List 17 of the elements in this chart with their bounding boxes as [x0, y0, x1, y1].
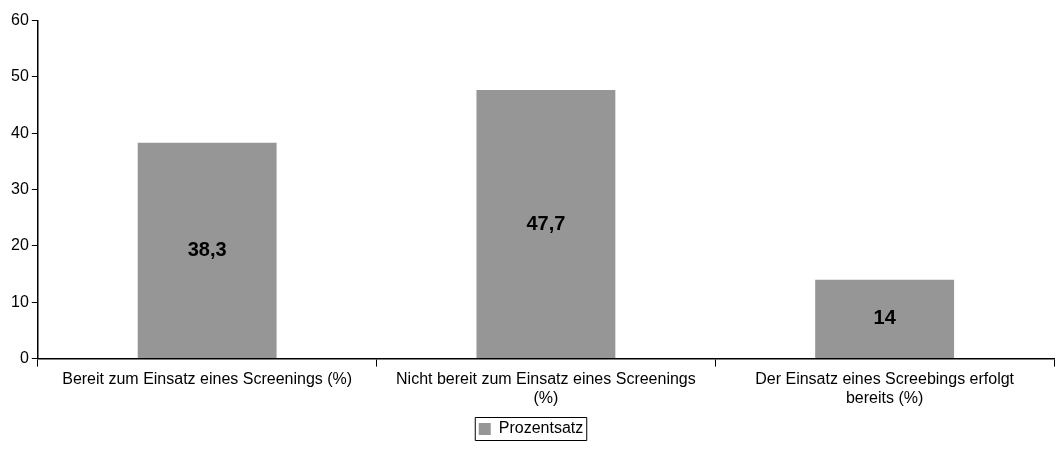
y-tick-label: 50 [11, 67, 29, 85]
x-tick-label: Nicht bereit zum Einsatz eines Screenings (%) [396, 369, 696, 406]
data-label: 14 [873, 306, 897, 329]
data-label: 47,7 [526, 211, 566, 234]
bar [137, 142, 277, 359]
y-tick-label: 20 [11, 236, 29, 254]
x-tick-label: Bereit zum Einsatz eines Screenings (%) [62, 369, 353, 387]
y-tick-label: 0 [19, 349, 29, 367]
y-tick-label: 40 [11, 123, 29, 141]
y-tick-label: 30 [11, 180, 29, 198]
bar [815, 279, 955, 359]
x-tick-label: Der Einsatz eines Screebings erfolgt bereits (%) [755, 369, 1015, 406]
legend-label: Prozentsatz [498, 419, 584, 437]
bar [476, 89, 616, 359]
data-label: 38,3 [187, 237, 227, 260]
y-tick-label: 10 [11, 292, 29, 310]
y-tick-label: 60 [11, 11, 29, 29]
